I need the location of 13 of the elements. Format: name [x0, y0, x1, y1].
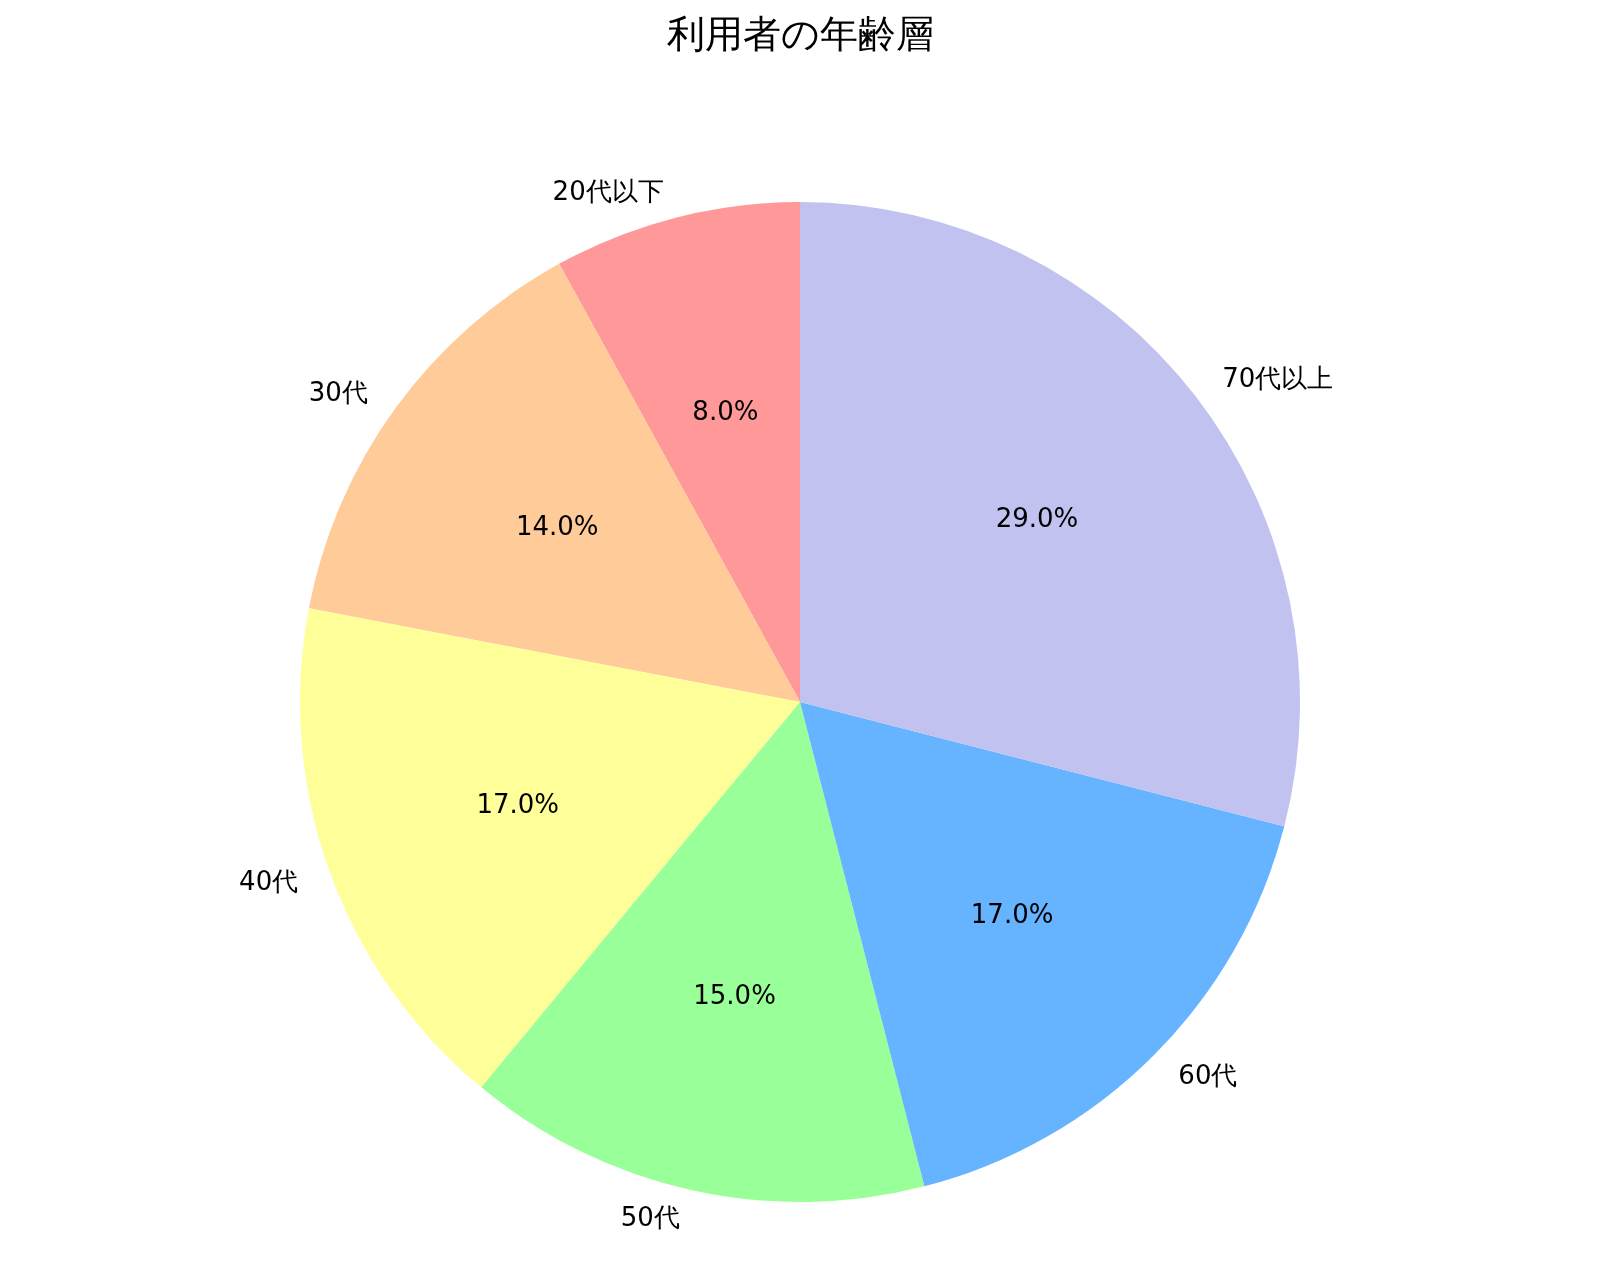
data-label: 15.0%	[693, 979, 776, 1010]
slice-label: 30代	[308, 376, 368, 407]
data-label: 17.0%	[970, 899, 1054, 930]
data-label: 17.0%	[476, 788, 560, 819]
data-label: 8.0%	[692, 396, 759, 427]
slice-label: 60代	[1178, 1060, 1238, 1091]
slice-label: 40代	[239, 865, 299, 896]
slice-label: 50代	[620, 1202, 680, 1233]
chart-title: 利用者の年齢層	[666, 12, 934, 56]
slice-label: 20代以下	[552, 175, 664, 206]
slice-label: 70代以上	[1222, 363, 1334, 394]
data-label: 14.0%	[515, 510, 599, 541]
data-label: 29.0%	[995, 503, 1079, 534]
